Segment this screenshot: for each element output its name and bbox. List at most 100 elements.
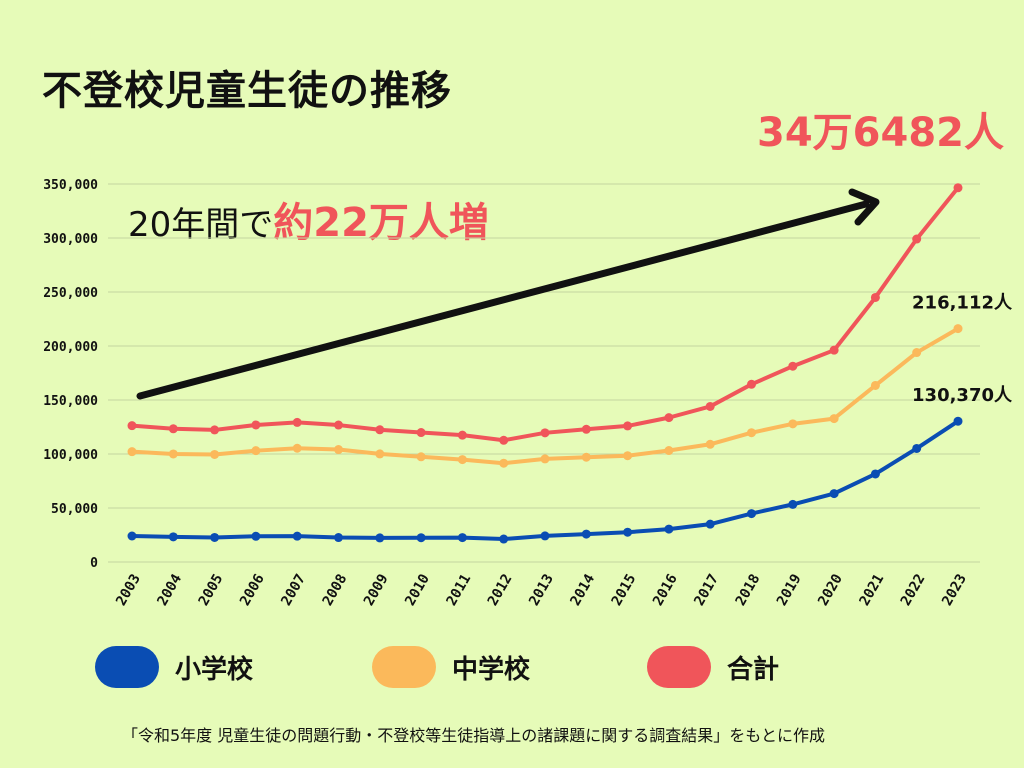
data-point [457,430,467,440]
data-label: 130,370人 [912,385,1013,406]
x-tick-labels: 2003 2004 2005 2006 2007 2008 2009 2010 2011 2012… [113,571,970,608]
trend-arrow [136,188,880,400]
y-tick-label: 100,000 [43,448,98,463]
legend-item-elementary: 小学校 [95,646,253,688]
data-point [127,531,137,541]
data-point [870,292,880,302]
data-annotations: 216,112人 130,370人 [912,293,1013,407]
legend-swatch-elementary [95,646,159,688]
legend-item-junior-high: 中学校 [372,646,530,688]
x-tick-label: 2008 [320,571,351,608]
x-tick-label: 2021 [857,571,888,608]
data-point [168,532,178,542]
data-point [581,452,591,462]
series-line-小学校 [130,419,960,542]
data-point [788,361,798,371]
data-point [664,524,674,534]
y-tick-label: 150,000 [43,394,98,409]
source-note: 「令和5年度 児童生徒の問題行動・不登校等生徒指導上の諸課題に関する調査結果」を… [122,726,825,745]
x-tick-label: 2023 [939,571,970,608]
data-point [540,531,550,541]
data-point [953,416,963,426]
x-tick-label: 2012 [485,571,516,608]
data-point [334,420,343,430]
x-tick-label: 2018 [733,571,764,608]
x-tick-label: 2015 [609,571,640,608]
x-tick-label: 2020 [815,571,846,608]
data-point [747,379,756,389]
data-point [829,345,839,355]
legend-swatch-total [647,646,711,688]
data-point [210,532,220,542]
data-point [251,420,261,430]
y-tick-label: 200,000 [43,340,98,355]
legend-label-total: 合計 [727,654,780,685]
data-point [664,413,674,423]
data-point [581,529,591,539]
x-tick-label: 2004 [154,571,185,608]
x-tick-label: 2009 [361,571,392,608]
data-point [375,425,385,435]
data-point [788,499,798,509]
x-tick-label: 2010 [402,571,433,608]
x-tick-label: 2017 [691,571,722,608]
line-chart: 0 50,000 100,000 150,000 200,000 250,000 300,0… [43,178,1013,609]
data-point [953,183,963,193]
data-point [747,428,756,438]
data-point [168,449,178,459]
data-point [457,533,467,543]
data-point [829,414,839,424]
data-point [499,534,509,544]
data-point [623,451,633,461]
data-point [251,446,261,456]
data-point [210,449,220,459]
series-line-合計 [130,185,960,443]
x-tick-label: 2016 [650,571,681,608]
data-point [210,425,220,435]
legend-label-junior-high: 中学校 [452,654,531,685]
data-point [623,527,633,537]
data-point [788,419,798,429]
data-point [416,452,426,462]
data-point [705,439,715,449]
data-point [127,447,137,457]
data-point [581,424,591,434]
series-group [127,183,963,544]
data-point [829,489,839,499]
data-point [870,380,880,390]
y-tick-label: 250,000 [43,286,98,301]
y-tick-label: 350,000 [43,178,98,193]
data-point [127,421,137,431]
data-point [292,417,302,427]
legend-item-total: 合計 [647,646,779,688]
y-tick-label: 50,000 [51,502,98,517]
x-tick-label: 2019 [774,571,805,608]
x-tick-label: 2022 [898,571,929,608]
total-callout: 34万6482人 [757,110,1004,156]
y-tick-labels: 0 50,000 100,000 150,000 200,000 250,000 300,0… [43,178,98,571]
data-point [251,531,261,541]
arrow-shaft [136,200,870,400]
data-point [334,445,343,455]
data-point [292,531,302,541]
data-point [705,519,715,529]
data-point [334,533,343,543]
data-point [457,455,467,465]
data-point [292,443,302,453]
data-point [168,424,178,434]
x-tick-label: 2014 [567,571,598,608]
data-point [416,428,426,438]
data-point [375,449,385,459]
page-title: 不登校児童生徒の推移 [42,68,452,114]
data-point [375,533,385,543]
data-point [540,428,550,438]
data-point [623,421,633,431]
data-point [953,324,963,334]
arrow-head [848,188,880,226]
x-tick-label: 2011 [444,571,475,608]
x-tick-label: 2006 [237,571,268,608]
data-point [705,401,715,411]
data-point [499,435,509,445]
data-point [912,348,922,358]
x-tick-label: 2007 [278,571,309,608]
